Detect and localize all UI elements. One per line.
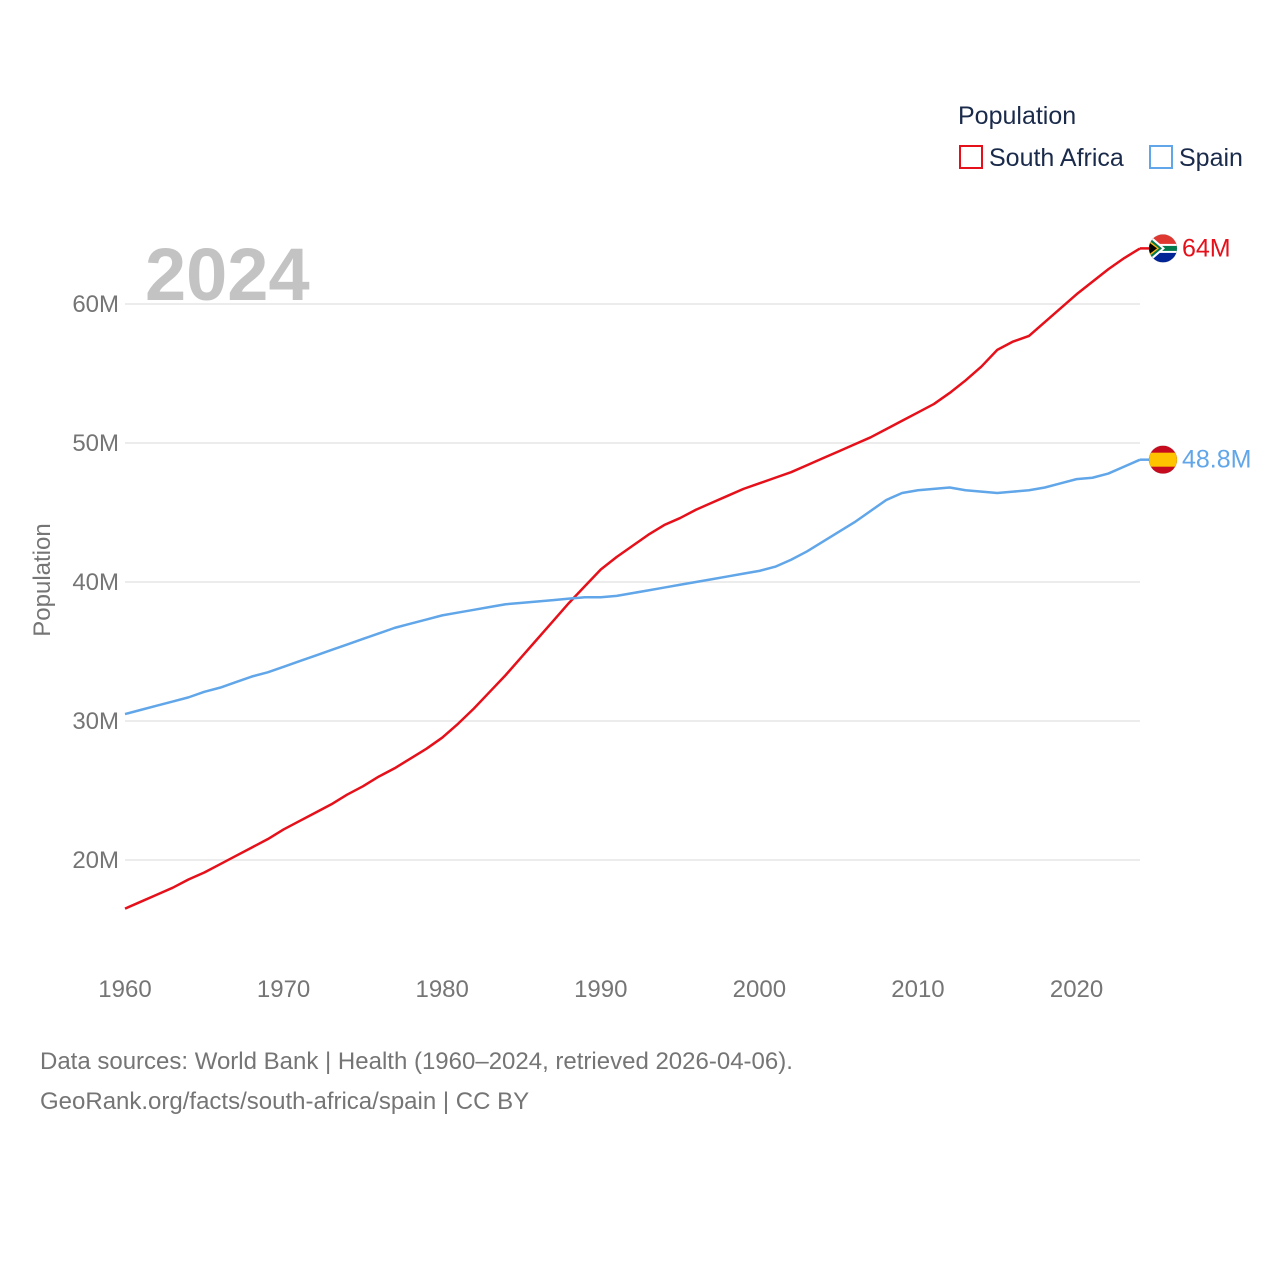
x-tick-label: 2020 xyxy=(1050,976,1103,1003)
x-tick-label: 2000 xyxy=(733,976,786,1003)
series-lines xyxy=(124,247,1141,910)
x-tick-label: 1960 xyxy=(98,976,151,1003)
y-tick-label: 60M xyxy=(72,291,119,318)
legend-swatch-south-africa[interactable] xyxy=(959,145,983,169)
legend-swatch-spain[interactable] xyxy=(1149,145,1173,169)
gridlines xyxy=(125,303,1140,861)
x-axis-ticks: 1960 1970 1980 1990 2000 2010 2020 xyxy=(98,976,1103,1003)
footer: Data sources: World Bank | Health (1960–… xyxy=(40,1042,793,1122)
series-line-south-africa xyxy=(124,247,1141,910)
spain-flag-icon xyxy=(1148,445,1178,475)
legend: Population South Africa Spain xyxy=(958,102,1243,172)
end-value-label-south-africa: 64M xyxy=(1182,234,1231,262)
y-tick-label: 20M xyxy=(72,847,119,874)
population-chart: 2024 20M 30M 40M 50M 60M 1960 1970 1980 1990 200… xyxy=(29,102,1251,1003)
end-markers: 64M 48.8M xyxy=(1140,233,1251,475)
y-axis-label: Population xyxy=(29,523,56,636)
x-tick-label: 1980 xyxy=(415,976,468,1003)
y-axis-ticks: 20M 30M 40M 50M 60M xyxy=(72,291,119,874)
end-value-label-spain: 48.8M xyxy=(1182,446,1251,474)
year-watermark: 2024 xyxy=(145,233,310,316)
legend-label-south-africa[interactable]: South Africa xyxy=(989,144,1124,172)
y-tick-label: 40M xyxy=(72,569,119,596)
south-africa-flag-icon xyxy=(1148,233,1178,263)
legend-title: Population xyxy=(958,102,1076,130)
footer-link[interactable]: GeoRank.org/facts/south-africa/spain | C… xyxy=(40,1088,530,1115)
x-tick-label: 2010 xyxy=(891,976,944,1003)
x-tick-label: 1970 xyxy=(257,976,310,1003)
y-tick-label: 30M xyxy=(72,708,119,735)
footer-source: Data sources: World Bank | Health (1960–… xyxy=(40,1048,793,1075)
legend-label-spain[interactable]: Spain xyxy=(1179,144,1243,172)
y-tick-label: 50M xyxy=(72,430,119,457)
x-tick-label: 1990 xyxy=(574,976,627,1003)
series-line-spain xyxy=(124,458,1141,716)
